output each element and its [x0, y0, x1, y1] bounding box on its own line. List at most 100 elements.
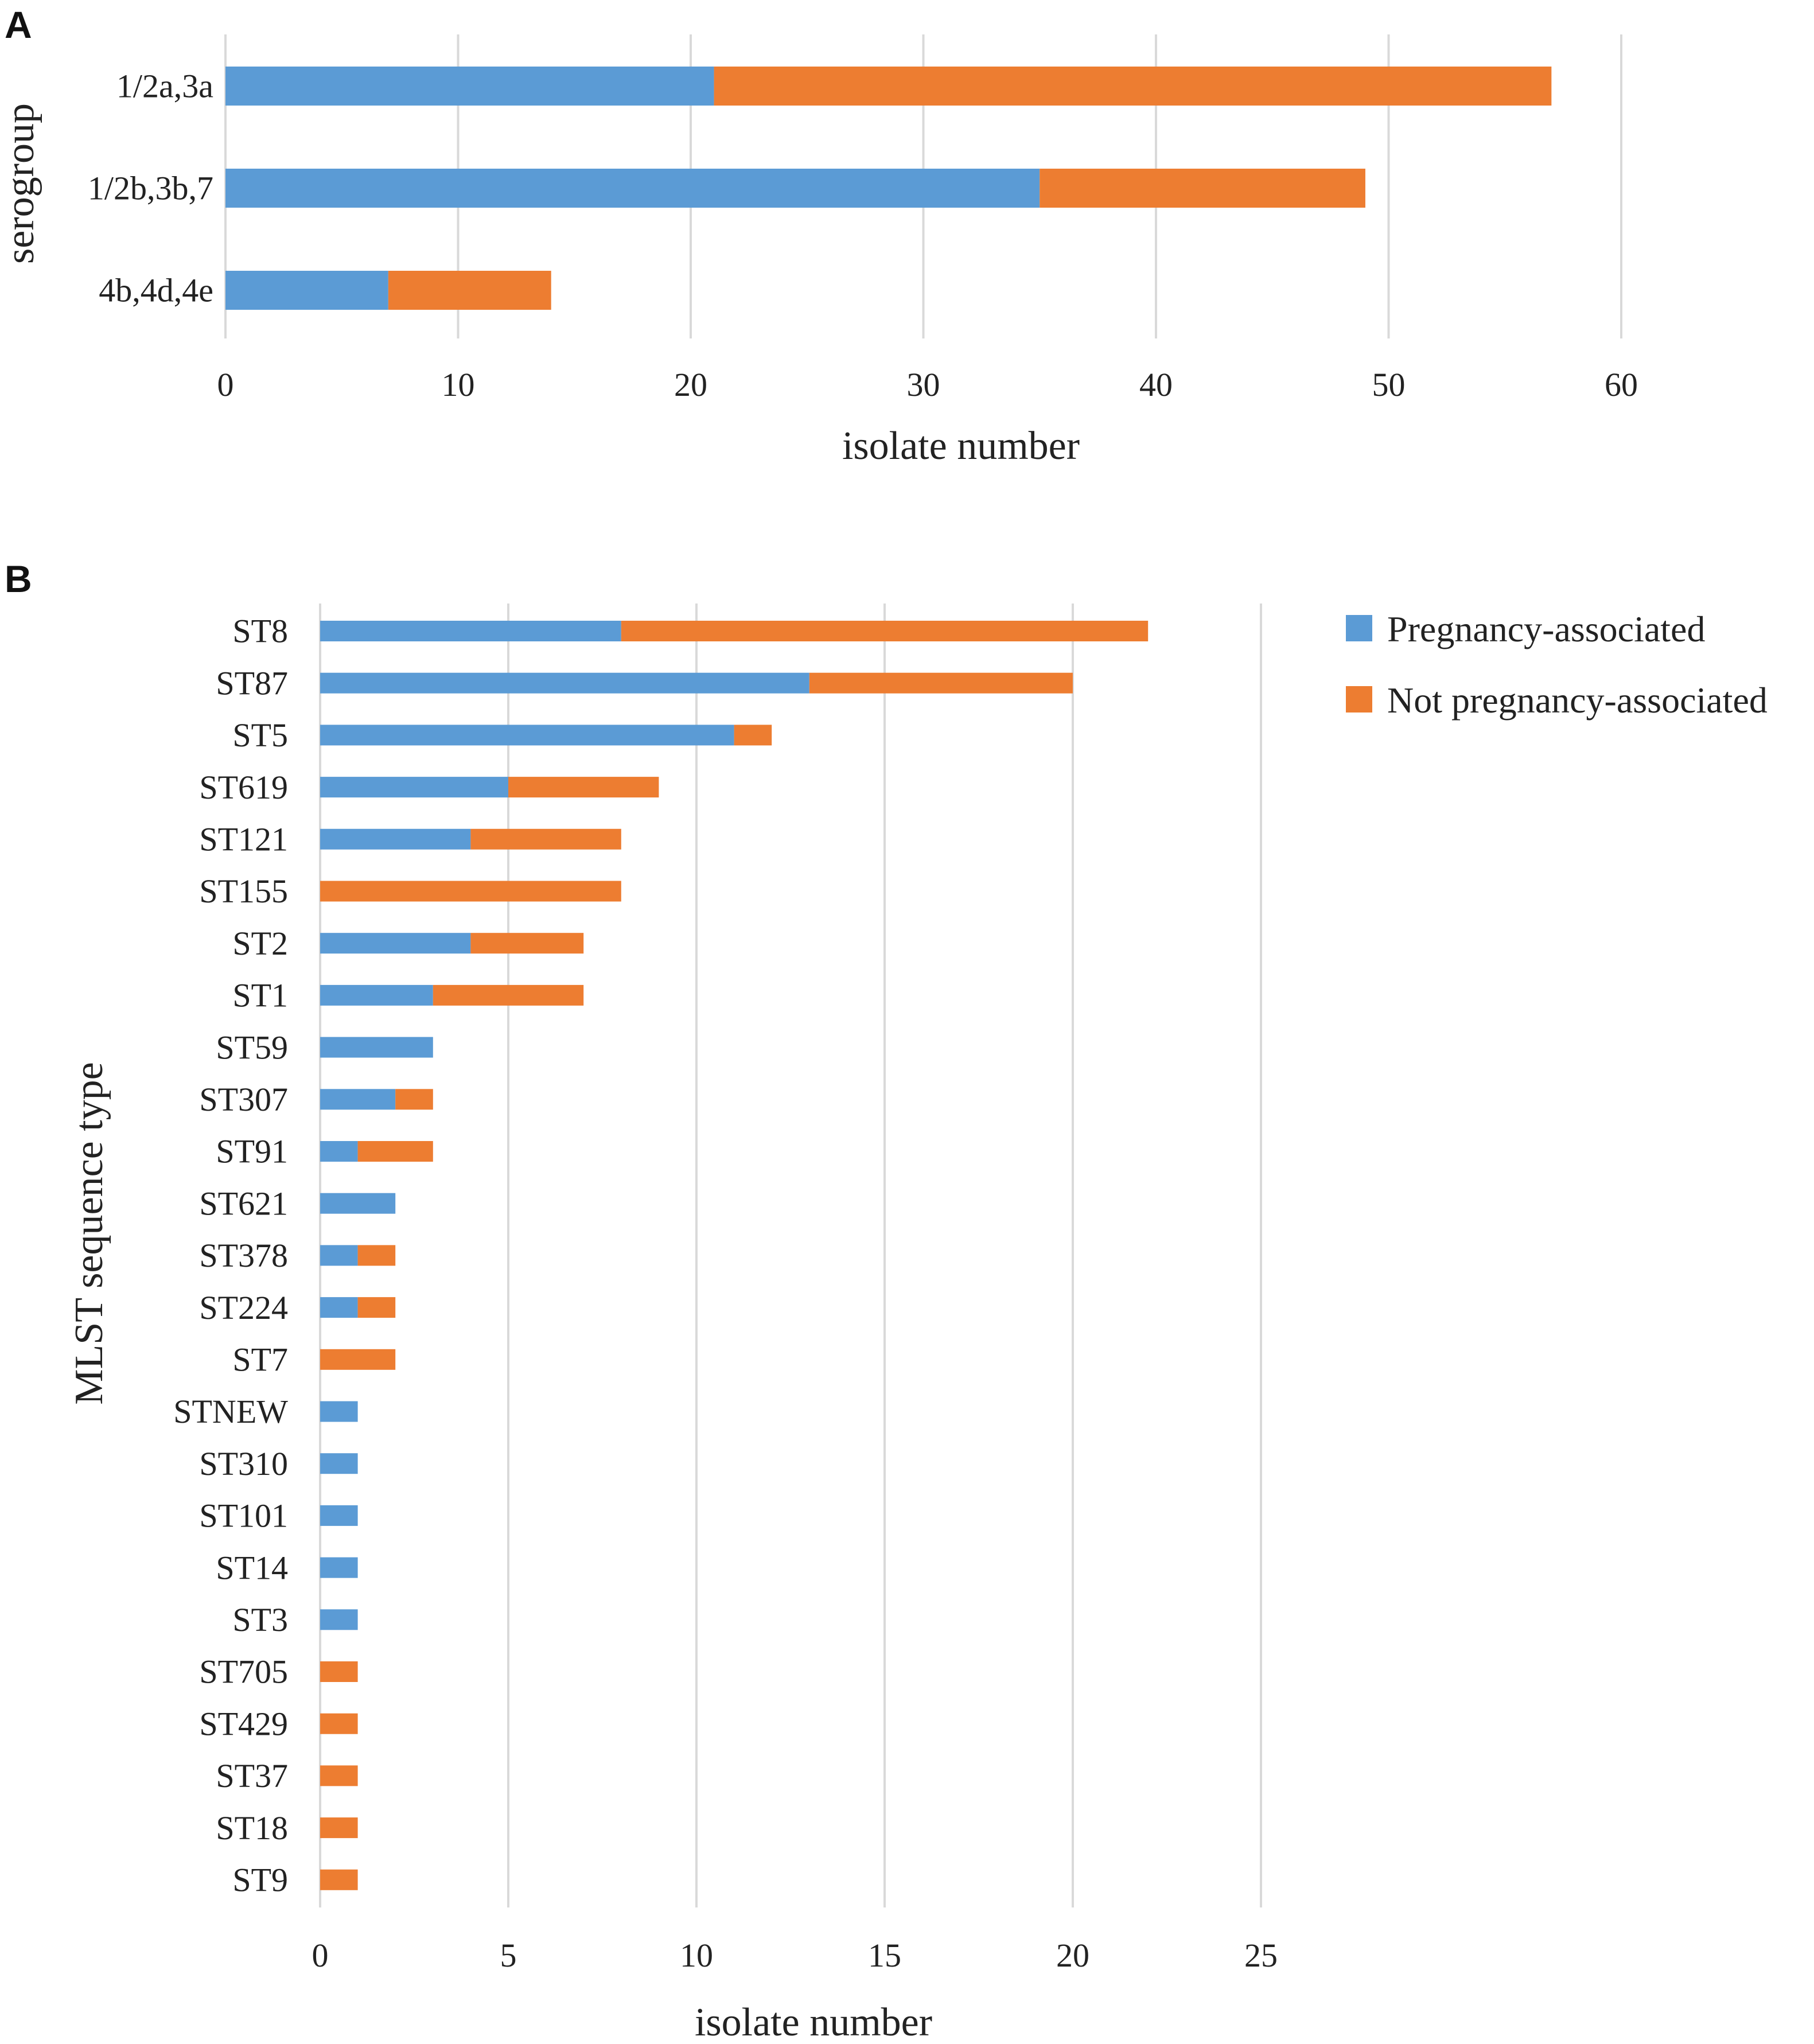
- panel-a-bars: [225, 67, 1552, 310]
- panel-b-category-st5: ST5: [232, 717, 288, 754]
- panel-b-category-st7: ST7: [232, 1341, 288, 1379]
- panel-b-x-tick-20: 20: [1056, 1937, 1089, 1974]
- panel-a-x-axis-title: isolate number: [842, 424, 1080, 468]
- panel-b-bar-st1-pregnancy: [320, 984, 433, 1006]
- panel-b-category-st3: ST3: [232, 1601, 288, 1638]
- panel-b-bar-st619-pregnancy: [320, 777, 508, 798]
- panel-b-bar-st59-pregnancy: [320, 1037, 433, 1058]
- panel-b-category-st18: ST18: [216, 1809, 288, 1847]
- panel-b-category-st429: ST429: [199, 1705, 288, 1742]
- panel-b-bar-st307-pregnancy: [320, 1089, 396, 1110]
- panel-b-bar-st155-not-pregnancy: [320, 881, 621, 902]
- panel-b-bar-st7-not-pregnancy: [320, 1349, 396, 1370]
- panel-b-tick-labels: 0 5 10 15 20 25: [312, 1937, 1278, 1974]
- panel-b-letter: B: [5, 558, 32, 600]
- panel-b-gridlines: [319, 604, 1262, 1907]
- panel-b-category-st310: ST310: [199, 1445, 288, 1482]
- panel-b-bar-st8-pregnancy: [320, 621, 621, 641]
- panel-a-chart: A 1/2a,3a 1/2b,3b,7 4b,4d,4e 0 10 20 30 40 50 60…: [0, 3, 1638, 468]
- panel-b-category-labels: ST8 ST87 ST5 ST619 ST121 ST155 ST2 ST1 ST59 ST307…: [173, 613, 288, 1899]
- panel-b-category-st121: ST121: [199, 821, 288, 858]
- panel-b-category-st705: ST705: [199, 1653, 288, 1691]
- panel-b-x-axis-title: isolate number: [695, 2000, 932, 2044]
- panel-b-bar-st307-not-pregnancy: [395, 1089, 433, 1110]
- panel-b-bar-st310-pregnancy: [320, 1453, 358, 1474]
- panel-a-bar-4b-4d-4e-pregnancy: [225, 271, 388, 310]
- panel-b-bar-st91-pregnancy: [320, 1141, 358, 1162]
- panel-b-category-st59: ST59: [216, 1029, 288, 1066]
- panel-a-bar-1-2b-3b-7-pregnancy: [225, 169, 1040, 208]
- panel-a-x-tick-0: 0: [217, 366, 234, 403]
- panel-b-bar-st37-not-pregnancy: [320, 1765, 358, 1786]
- panel-a-bar-1-2a-3a-pregnancy: [225, 67, 714, 106]
- panel-b-bar-st121-pregnancy: [320, 828, 471, 850]
- panel-b-bar-st3-pregnancy: [320, 1609, 358, 1630]
- panel-b-category-st9: ST9: [232, 1862, 288, 1899]
- legend-label-pregnancy: Pregnancy-associated: [1387, 609, 1705, 649]
- panel-b-category-st91: ST91: [216, 1133, 288, 1170]
- panel-b-bar-st2-not-pregnancy: [470, 933, 584, 954]
- panel-a-bar-4b-4d-4e-not-pregnancy: [388, 271, 551, 310]
- panel-b-bar-st378-not-pregnancy: [357, 1245, 396, 1266]
- panel-b-bar-st705-not-pregnancy: [320, 1661, 358, 1682]
- panel-a-x-tick-60: 60: [1605, 366, 1638, 403]
- panel-b-category-st619: ST619: [199, 769, 288, 806]
- panel-b-bar-st87-not-pregnancy: [809, 672, 1073, 694]
- panel-a-x-tick-10: 10: [442, 366, 475, 403]
- panel-b-bar-st5-not-pregnancy: [734, 725, 772, 746]
- panel-b-bar-st224-not-pregnancy: [357, 1297, 396, 1318]
- panel-b-category-st1: ST1: [232, 977, 288, 1014]
- panel-b-bar-st18-not-pregnancy: [320, 1817, 358, 1839]
- panel-a-letter: A: [5, 3, 32, 46]
- panel-b-category-st307: ST307: [199, 1081, 288, 1118]
- panel-b-bar-st8-not-pregnancy: [621, 621, 1149, 641]
- panel-b-bar-stnew-pregnancy: [320, 1401, 358, 1422]
- panel-b-bar-st378-pregnancy: [320, 1245, 358, 1266]
- panel-b-bar-st2-pregnancy: [320, 933, 471, 954]
- panel-b-bar-st1-not-pregnancy: [433, 984, 584, 1006]
- panel-b-chart: B ST8 ST87 ST5 ST619 ST121 ST155 ST2 ST1 ST59 ST3…: [5, 558, 1768, 2044]
- panel-b-bar-st9-not-pregnancy: [320, 1869, 358, 1890]
- panel-a-x-tick-50: 50: [1372, 366, 1406, 403]
- panel-a-bar-1-2a-3a-not-pregnancy: [714, 67, 1552, 106]
- panel-b-x-tick-15: 15: [868, 1937, 901, 1974]
- legend-swatch-pregnancy: [1346, 615, 1372, 641]
- panel-b-bars: [320, 621, 1149, 1890]
- legend-label-not-pregnancy: Not pregnancy-associated: [1387, 680, 1768, 721]
- panel-a-category-1-2b-3b-7: 1/2b,3b,7: [88, 170, 213, 207]
- panel-b-x-tick-10: 10: [680, 1937, 713, 1974]
- panel-a-category-labels: 1/2a,3a 1/2b,3b,7 4b,4d,4e: [88, 68, 213, 309]
- panel-a-bar-1-2b-3b-7-not-pregnancy: [1040, 169, 1365, 208]
- panel-b-category-stnew: STNEW: [173, 1393, 288, 1430]
- panel-b-bar-st87-pregnancy: [320, 672, 809, 694]
- panel-b-bar-st619-not-pregnancy: [508, 777, 659, 798]
- panel-b-category-st155: ST155: [199, 873, 288, 910]
- panel-b-y-axis-title: MLST sequence type: [67, 1062, 111, 1404]
- panel-b-bar-st224-pregnancy: [320, 1297, 358, 1318]
- panel-b-x-tick-25: 25: [1244, 1937, 1278, 1974]
- panel-a-x-tick-20: 20: [674, 366, 707, 403]
- panel-a-x-tick-40: 40: [1139, 366, 1173, 403]
- panel-a-category-1-2a-3a: 1/2a,3a: [116, 68, 213, 105]
- legend: Pregnancy-associated Not pregnancy-assoc…: [1346, 609, 1768, 721]
- panel-b-bar-st101-pregnancy: [320, 1505, 358, 1526]
- panel-b-category-st14: ST14: [216, 1549, 288, 1586]
- panel-b-category-st37: ST37: [216, 1757, 288, 1794]
- panel-b-category-st378: ST378: [199, 1237, 288, 1274]
- legend-swatch-not-pregnancy: [1346, 686, 1372, 713]
- panel-b-bar-st91-not-pregnancy: [357, 1141, 433, 1162]
- panel-b-x-tick-0: 0: [312, 1937, 329, 1974]
- panel-a-tick-labels: 0 10 20 30 40 50 60: [217, 366, 1638, 403]
- panel-b-x-tick-5: 5: [500, 1937, 517, 1974]
- panel-b-category-st2: ST2: [232, 925, 288, 962]
- panel-a-x-tick-30: 30: [907, 366, 940, 403]
- panel-a-category-4b-4d-4e: 4b,4d,4e: [99, 272, 213, 309]
- panel-b-category-st101: ST101: [199, 1497, 288, 1535]
- panel-b-category-st621: ST621: [199, 1185, 288, 1222]
- panel-b-bar-st621-pregnancy: [320, 1193, 396, 1214]
- panel-b-category-st87: ST87: [216, 664, 288, 702]
- panel-b-bar-st429-not-pregnancy: [320, 1713, 358, 1734]
- panel-b-category-st224: ST224: [199, 1289, 288, 1326]
